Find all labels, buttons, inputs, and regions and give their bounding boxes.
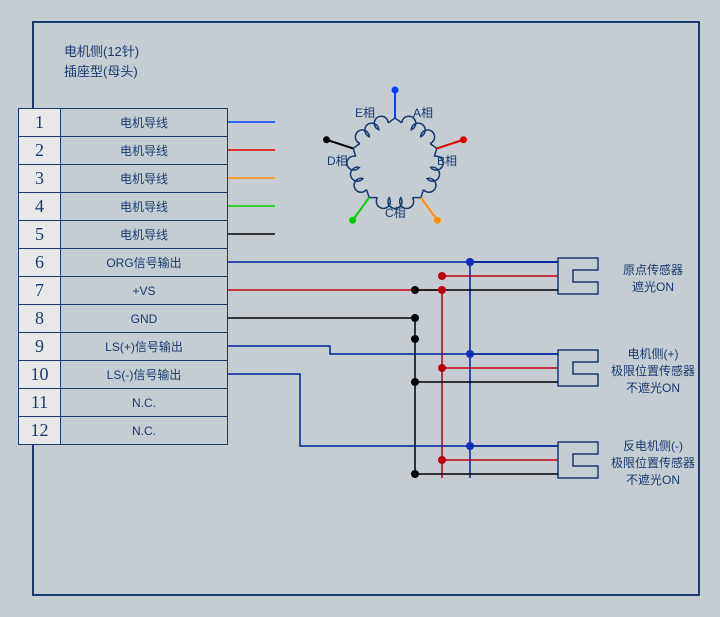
pin-row: 5电机导线 (19, 221, 228, 249)
pin-row: 4电机导线 (19, 193, 228, 221)
pin-number: 6 (19, 249, 61, 277)
pin-label: 电机导线 (61, 221, 228, 249)
pin-number: 1 (19, 109, 61, 137)
pin-number: 5 (19, 221, 61, 249)
pin-label: 电机导线 (61, 193, 228, 221)
pin-label: +VS (61, 277, 228, 305)
sensor-label: 反电机侧(-)极限位置传感器不遮光ON (608, 438, 698, 488)
pin-label: N.C. (61, 389, 228, 417)
pin-row: 7+VS (19, 277, 228, 305)
phase-label: C相 (385, 204, 406, 221)
sensor-label: 原点传感器遮光ON (608, 262, 698, 296)
pin-number: 9 (19, 333, 61, 361)
pin-row: 9LS(+)信号输出 (19, 333, 228, 361)
connector-title: 电机侧(12针) 插座型(母头) (64, 42, 139, 81)
pin-number: 3 (19, 165, 61, 193)
pin-label: 电机导线 (61, 109, 228, 137)
pin-row: 12N.C. (19, 417, 228, 445)
pin-number: 2 (19, 137, 61, 165)
pin-number: 12 (19, 417, 61, 445)
pin-number: 11 (19, 389, 61, 417)
title-line2: 插座型(母头) (64, 62, 139, 82)
pin-row: 3电机导线 (19, 165, 228, 193)
pin-row: 8GND (19, 305, 228, 333)
title-line1: 电机侧(12针) (64, 42, 139, 62)
phase-label: A相 (413, 104, 433, 121)
pin-label: N.C. (61, 417, 228, 445)
pin-number: 7 (19, 277, 61, 305)
pin-label: 电机导线 (61, 137, 228, 165)
pin-row: 1电机导线 (19, 109, 228, 137)
phase-label: E相 (355, 104, 375, 121)
pin-label: LS(-)信号输出 (61, 361, 228, 389)
pin-row: 2电机导线 (19, 137, 228, 165)
pin-row: 6ORG信号输出 (19, 249, 228, 277)
pin-number: 10 (19, 361, 61, 389)
sensor-label: 电机侧(+)极限位置传感器不遮光ON (608, 346, 698, 396)
pin-number: 4 (19, 193, 61, 221)
pin-label: GND (61, 305, 228, 333)
pin-row: 11N.C. (19, 389, 228, 417)
pin-row: 10LS(-)信号输出 (19, 361, 228, 389)
pin-number: 8 (19, 305, 61, 333)
pin-table: 1电机导线2电机导线3电机导线4电机导线5电机导线6ORG信号输出7+VS8GN… (18, 108, 228, 445)
pin-label: 电机导线 (61, 165, 228, 193)
phase-label: B相 (437, 152, 457, 169)
pin-label: LS(+)信号输出 (61, 333, 228, 361)
pin-label: ORG信号输出 (61, 249, 228, 277)
phase-label: D相 (327, 152, 348, 169)
